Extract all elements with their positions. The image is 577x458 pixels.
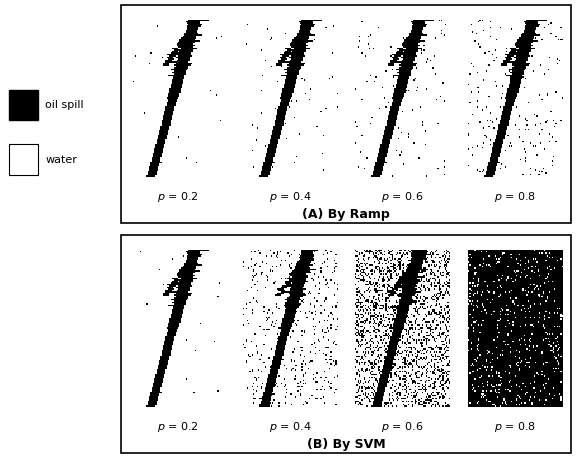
Text: $p$ = 0.8: $p$ = 0.8 — [494, 420, 536, 434]
Text: (B) By SVM: (B) By SVM — [307, 438, 385, 451]
Text: oil spill: oil spill — [45, 100, 84, 109]
Text: $p$ = 0.6: $p$ = 0.6 — [381, 190, 424, 204]
Text: $p$ = 0.2: $p$ = 0.2 — [157, 420, 198, 434]
Bar — [9, 145, 38, 175]
Text: (A) By Ramp: (A) By Ramp — [302, 208, 390, 221]
Text: $p$ = 0.4: $p$ = 0.4 — [269, 420, 311, 434]
Bar — [9, 90, 38, 120]
Text: $p$ = 0.8: $p$ = 0.8 — [494, 190, 536, 204]
Text: $p$ = 0.4: $p$ = 0.4 — [269, 190, 311, 204]
Text: $p$ = 0.2: $p$ = 0.2 — [157, 190, 198, 204]
Text: $p$ = 0.6: $p$ = 0.6 — [381, 420, 424, 434]
Text: water: water — [45, 155, 77, 164]
